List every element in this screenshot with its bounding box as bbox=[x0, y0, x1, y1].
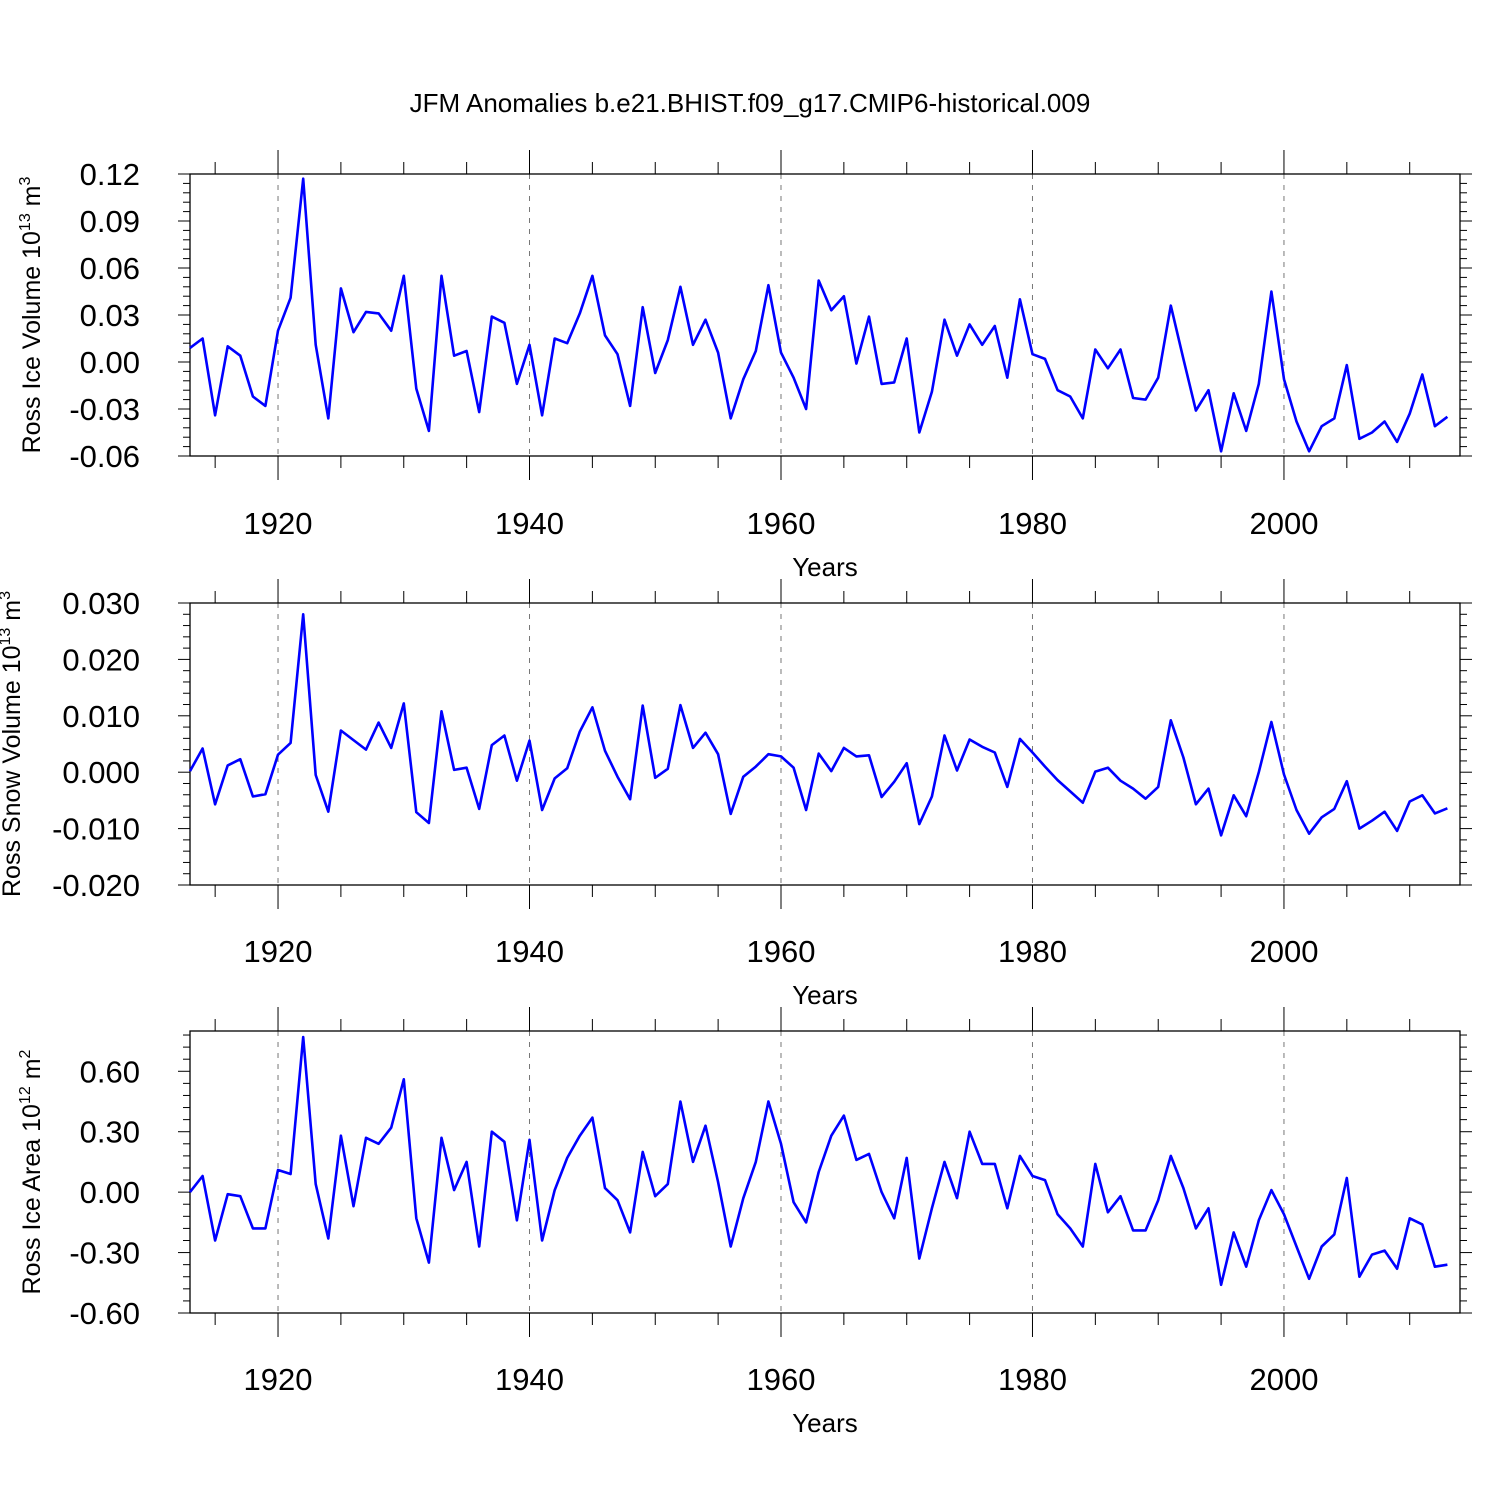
x-axis-label: Years bbox=[792, 980, 858, 1010]
x-tick-label: 1980 bbox=[998, 1362, 1067, 1397]
y-tick-label: 0.06 bbox=[80, 251, 140, 286]
y-tick-label: -0.60 bbox=[69, 1296, 140, 1331]
x-tick-label: 1920 bbox=[244, 506, 313, 541]
y-tick-label: 0.030 bbox=[62, 586, 140, 621]
panel-1: 1920 1940 1960 1980 2000 -0.06 -0.03 0.00 0.03 0.… bbox=[17, 150, 1472, 582]
panel-2: 1920 1940 1960 1980 2000 -0.020 -0.010 0.000 0.0… bbox=[0, 579, 1472, 1010]
y-tick-label: -0.020 bbox=[52, 868, 140, 903]
y-tick-label: 0.00 bbox=[80, 345, 140, 380]
x-tick-label: 1920 bbox=[244, 1362, 313, 1397]
x-tick-label: 1920 bbox=[244, 934, 313, 969]
x-tick-label: 1940 bbox=[495, 934, 564, 969]
x-axis-label: Years bbox=[792, 552, 858, 582]
y-tick-label: -0.30 bbox=[69, 1236, 140, 1271]
data-series-line bbox=[188, 612, 1448, 837]
data-series-line bbox=[189, 177, 1449, 453]
x-tick-label: 2000 bbox=[1249, 1362, 1318, 1397]
y-tick-label: 0.09 bbox=[80, 204, 140, 239]
x-tick-label: 1960 bbox=[747, 934, 816, 969]
y-tick-label: 0.03 bbox=[80, 298, 140, 333]
y-tick-label: 0.30 bbox=[80, 1115, 140, 1150]
x-axis-label: Years bbox=[792, 1408, 858, 1438]
x-tick-label: 1960 bbox=[747, 506, 816, 541]
y-tick-label: 0.020 bbox=[62, 642, 140, 677]
plot-frame bbox=[189, 1030, 1461, 1314]
x-tick-label: 1980 bbox=[998, 506, 1067, 541]
y-tick-label: -0.010 bbox=[52, 812, 140, 847]
x-tick-label: 2000 bbox=[1249, 506, 1318, 541]
y-tick-label: 0.60 bbox=[80, 1054, 140, 1089]
panel-3: 1920 1940 1960 1980 2000 -0.60 -0.30 0.00 0.30 0.… bbox=[17, 1007, 1472, 1438]
y-tick-label: 0.00 bbox=[80, 1175, 140, 1210]
y-tick-label: 0.000 bbox=[62, 755, 140, 790]
x-tick-label: 2000 bbox=[1249, 934, 1318, 969]
figure-title: JFM Anomalies b.e21.BHIST.f09_g17.CMIP6-… bbox=[410, 88, 1091, 118]
y-axis-label: Ross Snow Volume 1013 m3 bbox=[0, 591, 26, 897]
data-series-line bbox=[188, 1035, 1448, 1287]
y-axis-label: Ross Ice Volume 1013 m3 bbox=[17, 176, 46, 453]
x-tick-label: 1940 bbox=[495, 1362, 564, 1397]
y-axis-label: Ross Ice Area 1012 m2 bbox=[17, 1049, 46, 1294]
y-tick-label: -0.06 bbox=[69, 439, 140, 474]
y-tick-label: 0.12 bbox=[80, 157, 140, 192]
x-tick-label: 1940 bbox=[495, 506, 564, 541]
x-tick-label: 1960 bbox=[747, 1362, 816, 1397]
panels: 1920 1940 1960 1980 2000 -0.06 -0.03 0.00 0.03 0.… bbox=[0, 150, 1472, 1438]
y-tick-label: -0.03 bbox=[69, 392, 140, 427]
y-tick-label: 0.010 bbox=[62, 699, 140, 734]
plot-frame bbox=[189, 602, 1461, 886]
x-tick-label: 1980 bbox=[998, 934, 1067, 969]
